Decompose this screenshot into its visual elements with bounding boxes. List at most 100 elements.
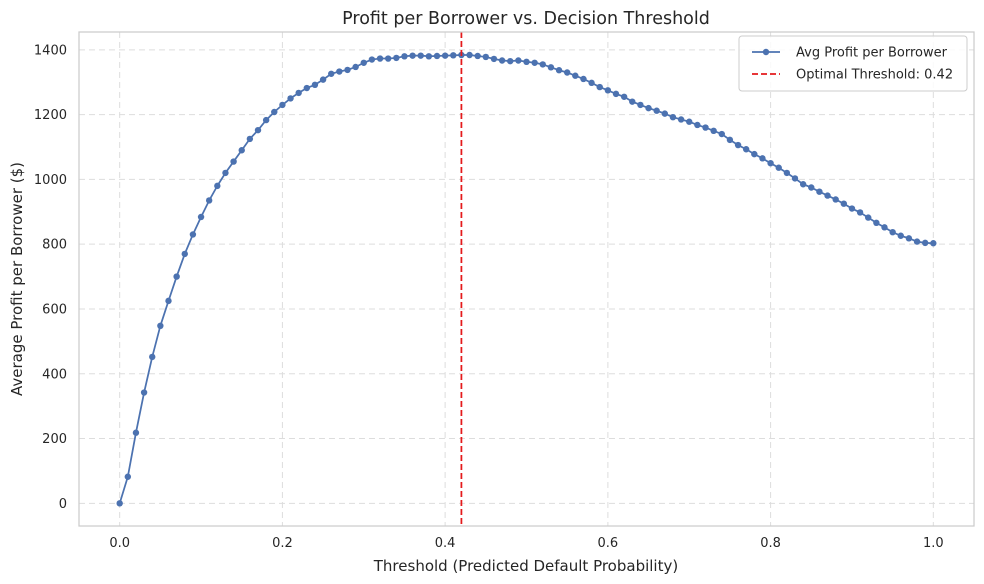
y-tick-label: 0 bbox=[59, 497, 67, 512]
legend-series-label: Avg Profit per Borrower bbox=[796, 46, 948, 61]
data-point bbox=[140, 389, 148, 396]
data-point bbox=[238, 147, 245, 154]
data-point bbox=[466, 51, 473, 59]
data-point bbox=[645, 104, 652, 112]
data-point bbox=[507, 57, 514, 65]
data-point bbox=[856, 209, 864, 216]
x-tick-label: 0.8 bbox=[760, 536, 781, 551]
data-point bbox=[433, 52, 441, 60]
plot-frame bbox=[78, 31, 975, 527]
data-point bbox=[303, 84, 311, 92]
data-point bbox=[279, 101, 286, 109]
data-point bbox=[783, 169, 791, 177]
x-tick-label: 0.2 bbox=[272, 536, 293, 551]
data-point bbox=[686, 118, 693, 125]
data-point bbox=[214, 182, 221, 190]
chart-title: Profit per Borrower vs. Decision Thresho… bbox=[342, 9, 710, 29]
data-point bbox=[832, 196, 839, 203]
y-tick-labels: 0 200 400 600 800 1000 1200 1400 bbox=[34, 43, 67, 512]
data-point bbox=[759, 155, 766, 162]
data-point bbox=[271, 108, 278, 116]
data-point bbox=[873, 219, 880, 226]
data-point bbox=[515, 57, 522, 64]
data-point bbox=[824, 192, 831, 199]
data-point bbox=[718, 130, 725, 138]
data-point bbox=[197, 213, 205, 221]
data-point bbox=[417, 52, 424, 59]
data-point bbox=[596, 83, 603, 91]
data-point bbox=[474, 52, 481, 60]
data-point bbox=[498, 57, 506, 64]
data-point bbox=[563, 69, 571, 76]
y-tick-label: 1200 bbox=[34, 108, 67, 123]
data-point bbox=[710, 127, 717, 134]
data-point bbox=[661, 110, 669, 117]
data-point bbox=[523, 58, 530, 65]
data-point bbox=[230, 158, 237, 165]
x-tick-label: 0.4 bbox=[435, 536, 456, 551]
data-point bbox=[799, 181, 807, 188]
legend-threshold-label: Optimal Threshold: 0.42 bbox=[796, 68, 953, 83]
data-point bbox=[555, 67, 563, 74]
data-point bbox=[173, 273, 180, 280]
data-point bbox=[409, 52, 416, 59]
y-tick-label: 200 bbox=[42, 432, 67, 447]
data-point bbox=[295, 89, 302, 97]
data-point bbox=[189, 231, 197, 238]
data-point bbox=[539, 61, 546, 68]
y-tick-label: 400 bbox=[42, 367, 67, 382]
data-point bbox=[531, 59, 538, 66]
data-point bbox=[881, 224, 888, 231]
data-point bbox=[629, 98, 636, 105]
data-point bbox=[865, 214, 872, 221]
legend-series-marker bbox=[762, 48, 770, 56]
data-point bbox=[588, 79, 595, 87]
data-point bbox=[450, 52, 457, 59]
data-point bbox=[580, 75, 587, 83]
y-axis-label: Average Profit per Borrower ($) bbox=[8, 162, 26, 396]
data-point bbox=[905, 235, 913, 242]
data-point bbox=[149, 353, 156, 361]
data-point bbox=[368, 56, 376, 63]
x-tick-label: 0.0 bbox=[109, 536, 130, 551]
data-point bbox=[360, 59, 367, 66]
data-point bbox=[702, 124, 709, 131]
data-point bbox=[328, 70, 335, 77]
x-tick-label: 0.6 bbox=[598, 536, 619, 551]
data-point bbox=[677, 116, 685, 123]
data-point bbox=[921, 239, 929, 247]
x-axis-label: Threshold (Predicted Default Probability… bbox=[373, 557, 678, 575]
data-point bbox=[482, 53, 490, 61]
data-point bbox=[751, 150, 758, 158]
x-tick-label: 1.0 bbox=[923, 536, 944, 551]
data-point bbox=[775, 164, 782, 171]
data-point bbox=[401, 53, 408, 60]
data-point bbox=[157, 322, 164, 330]
data-point bbox=[352, 63, 359, 71]
data-point bbox=[287, 95, 294, 102]
data-point bbox=[816, 188, 823, 195]
data-point bbox=[840, 200, 848, 207]
data-point bbox=[694, 121, 701, 129]
data-point bbox=[734, 141, 742, 149]
data-point bbox=[246, 135, 254, 143]
data-point bbox=[319, 76, 327, 83]
legend: Avg Profit per Borrower Optimal Threshol… bbox=[738, 35, 968, 92]
data-point bbox=[620, 93, 628, 100]
data-point bbox=[336, 68, 343, 75]
data-point bbox=[808, 184, 815, 191]
data-point bbox=[726, 136, 734, 144]
data-point bbox=[384, 55, 392, 62]
data-point bbox=[767, 159, 774, 167]
y-tick-label: 1400 bbox=[34, 43, 67, 58]
data-point bbox=[262, 116, 270, 124]
data-point bbox=[889, 228, 896, 236]
data-point bbox=[897, 232, 904, 239]
data-point bbox=[490, 55, 498, 63]
legend-box bbox=[738, 35, 968, 92]
data-point bbox=[848, 205, 856, 212]
data-point bbox=[311, 81, 319, 89]
data-point bbox=[344, 66, 351, 74]
data-point bbox=[205, 197, 213, 204]
y-tick-label: 800 bbox=[42, 238, 67, 253]
